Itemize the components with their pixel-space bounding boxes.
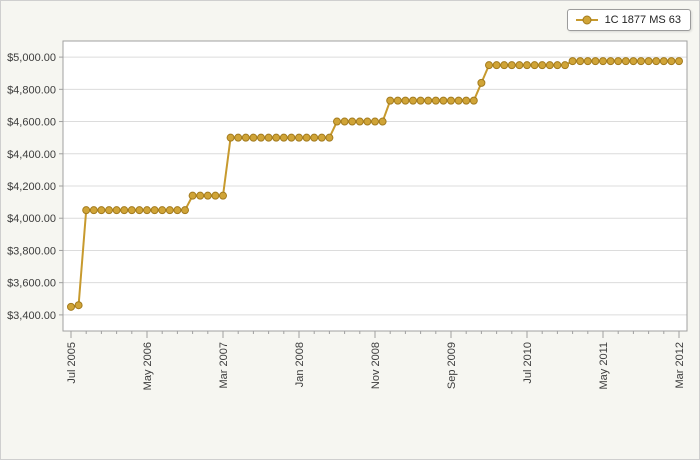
svg-text:Mar 2007: Mar 2007: [218, 342, 230, 388]
svg-text:$3,800.00: $3,800.00: [7, 245, 56, 257]
svg-text:May 2006: May 2006: [142, 342, 154, 390]
legend[interactable]: 1C 1877 MS 63: [566, 9, 691, 31]
legend-marker-icon: [575, 15, 598, 25]
svg-text:$4,600.00: $4,600.00: [7, 117, 56, 129]
svg-text:$4,800.00: $4,800.00: [7, 84, 56, 96]
y-axis: $3,400.00 $3,600.00 $3,800.00 $4,000.00 $4,2…: [7, 52, 63, 322]
svg-text:$3,400.00: $3,400.00: [7, 310, 56, 322]
svg-text:$3,600.00: $3,600.00: [7, 278, 56, 290]
svg-text:Mar 2012: Mar 2012: [674, 342, 686, 388]
gridlines: [63, 56, 687, 316]
svg-text:$4,200.00: $4,200.00: [7, 181, 56, 193]
svg-text:Jan 2008: Jan 2008: [294, 342, 306, 387]
x-axis: Jul 2005 May 2006 Mar 2007 Jan 2008 Nov 2008…: [66, 331, 686, 390]
svg-text:$5,000.00: $5,000.00: [7, 52, 56, 64]
svg-text:Jul 2005: Jul 2005: [66, 342, 78, 384]
svg-text:Nov 2008: Nov 2008: [370, 342, 382, 389]
svg-text:May 2011: May 2011: [598, 342, 610, 390]
series-markers: [67, 57, 683, 311]
legend-label: 1C 1877 MS 63: [604, 14, 681, 26]
svg-text:$4,000.00: $4,000.00: [7, 213, 56, 225]
svg-text:Jul 2010: Jul 2010: [522, 342, 534, 384]
svg-text:Sep 2009: Sep 2009: [446, 342, 458, 389]
svg-text:$4,400.00: $4,400.00: [7, 149, 56, 161]
